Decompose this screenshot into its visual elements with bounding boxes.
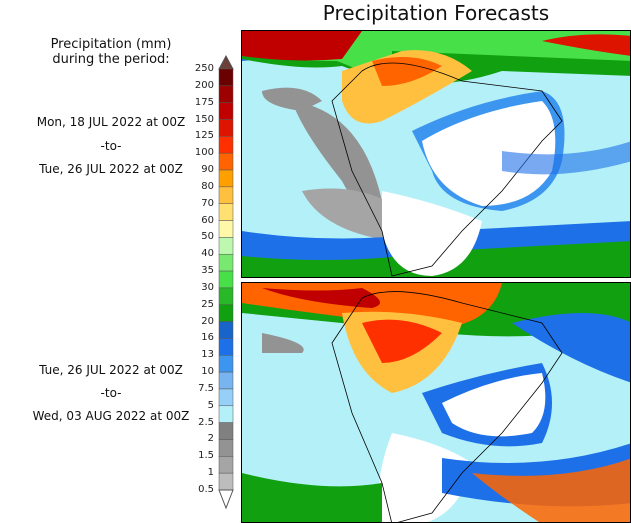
colorbar-tick-label: 2.5 [198,416,214,428]
colorbar-swatch [218,439,234,457]
colorbar-tick-label: 60 [201,214,214,226]
colorbar-swatch [218,237,234,255]
colorbar-tick-label: 10 [201,366,214,378]
colorbar-swatch [218,102,234,120]
colorbar-tick-label: 90 [201,164,214,176]
colorbar-swatch [218,472,234,491]
colorbar-swatch [218,371,234,390]
legend-header-line1: Precipitation (mm) [50,37,172,52]
colorbar-swatch [218,287,234,306]
legend-header: Precipitation (mm) during the period: [0,37,222,67]
colorbar-swatch [218,456,234,474]
colorbar-tick-label: 2 [207,433,214,445]
colorbar-swatch [218,152,234,171]
colorbar-swatch [218,203,234,221]
colorbar-tick-label: 7.5 [198,382,214,394]
colorbar-tick-label: 25 [201,298,214,310]
period1-start: Mon, 18 JUL 2022 at 00Z [36,115,186,129]
colorbar-swatch [218,68,234,87]
period2-sep: -to- [100,386,122,400]
colorbar-tick-label: 13 [201,349,214,361]
colorbar-tick-label: 125 [194,130,214,142]
colorbar-tick-label: 1 [207,467,214,479]
colorbar-tick-label: 5 [207,399,214,411]
period1-end: Tue, 26 JUL 2022 at 00Z [39,162,183,176]
colorbar-swatch [218,186,234,204]
colorbar-tick-label: 1.5 [198,450,214,462]
colorbar-swatch [218,85,234,103]
colorbar-tick-label: 0.5 [198,484,214,495]
colorbar-swatch [218,119,234,137]
colorbar-swatch [218,388,234,407]
colorbar-swatch [218,253,234,272]
colorbar-tick-label: 250 [194,63,214,74]
legend-header-line2: during the period: [52,52,170,67]
colorbar-under-arrow [218,489,234,510]
colorbar-tick-label: 70 [201,197,214,209]
colorbar-tick-label: 200 [194,79,214,91]
colorbar-swatch [218,304,234,322]
page-title: Precipitation Forecasts [322,1,550,25]
period2-end: Wed, 03 AUG 2022 at 00Z [32,409,190,423]
colorbar-swatch [218,405,234,423]
colorbar-tick-label: 30 [201,281,214,293]
colorbar-swatch [218,136,234,154]
colorbar-tick-label: 50 [201,231,214,243]
colorbar-swatch [218,270,234,289]
colorbar-tick-label: 175 [194,96,214,108]
colorbar-swatch [218,169,234,188]
colorbar-tick-label: 100 [194,147,214,159]
colorbar-tick-label: 150 [194,113,214,125]
colorbar-swatch [218,338,234,356]
period1-sep: -to- [100,139,122,153]
colorbar-swatch [218,355,234,373]
colorbar-swatch [218,422,234,440]
colorbar-tick-label: 16 [201,332,214,344]
forecast-map-period1 [241,30,631,278]
colorbar-over-arrow [218,55,234,70]
colorbar-swatch [218,220,234,238]
colorbar-tick-label: 80 [201,180,214,192]
colorbar-swatch [218,321,234,339]
forecast-map-period2 [241,282,631,523]
colorbar-tick-label: 40 [201,248,214,260]
colorbar-tick-label: 35 [201,265,214,277]
colorbar [218,55,234,510]
colorbar-tick-label: 20 [201,315,214,327]
period2-start: Tue, 26 JUL 2022 at 00Z [39,363,183,377]
